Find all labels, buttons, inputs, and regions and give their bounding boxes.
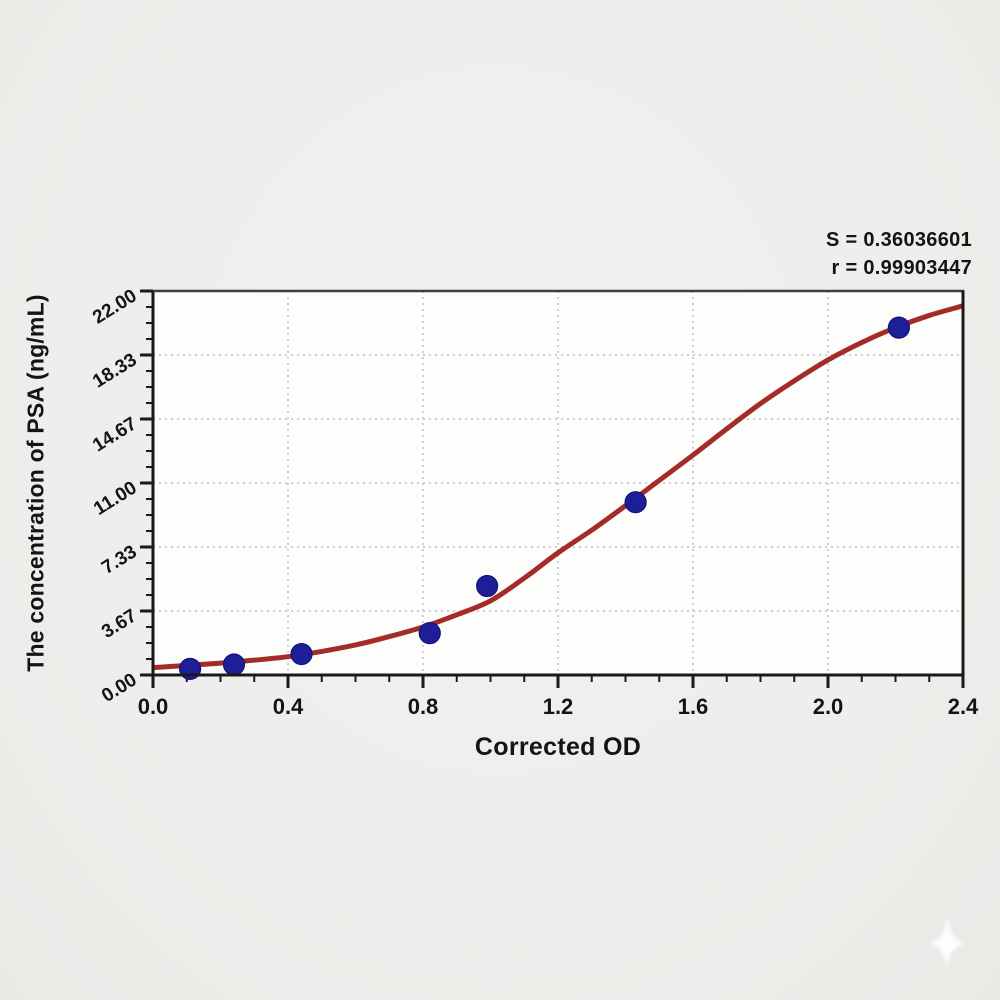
data-point <box>476 574 499 598</box>
x-tick-label: 1.2 <box>543 694 574 719</box>
data-point <box>624 491 647 514</box>
y-tick-label: 3.67 <box>98 605 140 642</box>
y-tick-label: 0.00 <box>98 669 140 706</box>
y-tick-label: 14.67 <box>89 413 140 456</box>
data-point <box>290 642 313 666</box>
x-tick-label: 2.4 <box>948 694 979 719</box>
data-point <box>418 622 441 645</box>
y-tick-label: 18.33 <box>89 349 140 392</box>
y-tick-label: 22.00 <box>89 285 140 328</box>
y-axis-title: The concentration of PSA (ng/mL) <box>22 294 49 672</box>
fit-curve <box>153 303 963 671</box>
y-tick-label: 11.00 <box>90 477 141 519</box>
x-axis-title: Corrected OD <box>474 733 642 761</box>
sparkle-icon <box>929 916 965 969</box>
fit-s-value: S = 0.36036601 <box>826 229 972 251</box>
y-tick-label: 7.33 <box>98 541 140 578</box>
x-tick-label: 0.0 <box>138 694 169 719</box>
fit-r-value: r = 0.99903447 <box>831 257 972 279</box>
x-tick-label: 0.8 <box>408 694 439 719</box>
fit-statistics: S = 0.36036601 r = 0.99903447 <box>826 226 972 282</box>
x-tick-label: 1.6 <box>678 694 709 719</box>
data-point <box>222 653 246 676</box>
x-tick-label: 0.4 <box>273 694 304 719</box>
x-tick-label: 2.0 <box>813 694 844 719</box>
data-point <box>887 316 910 339</box>
